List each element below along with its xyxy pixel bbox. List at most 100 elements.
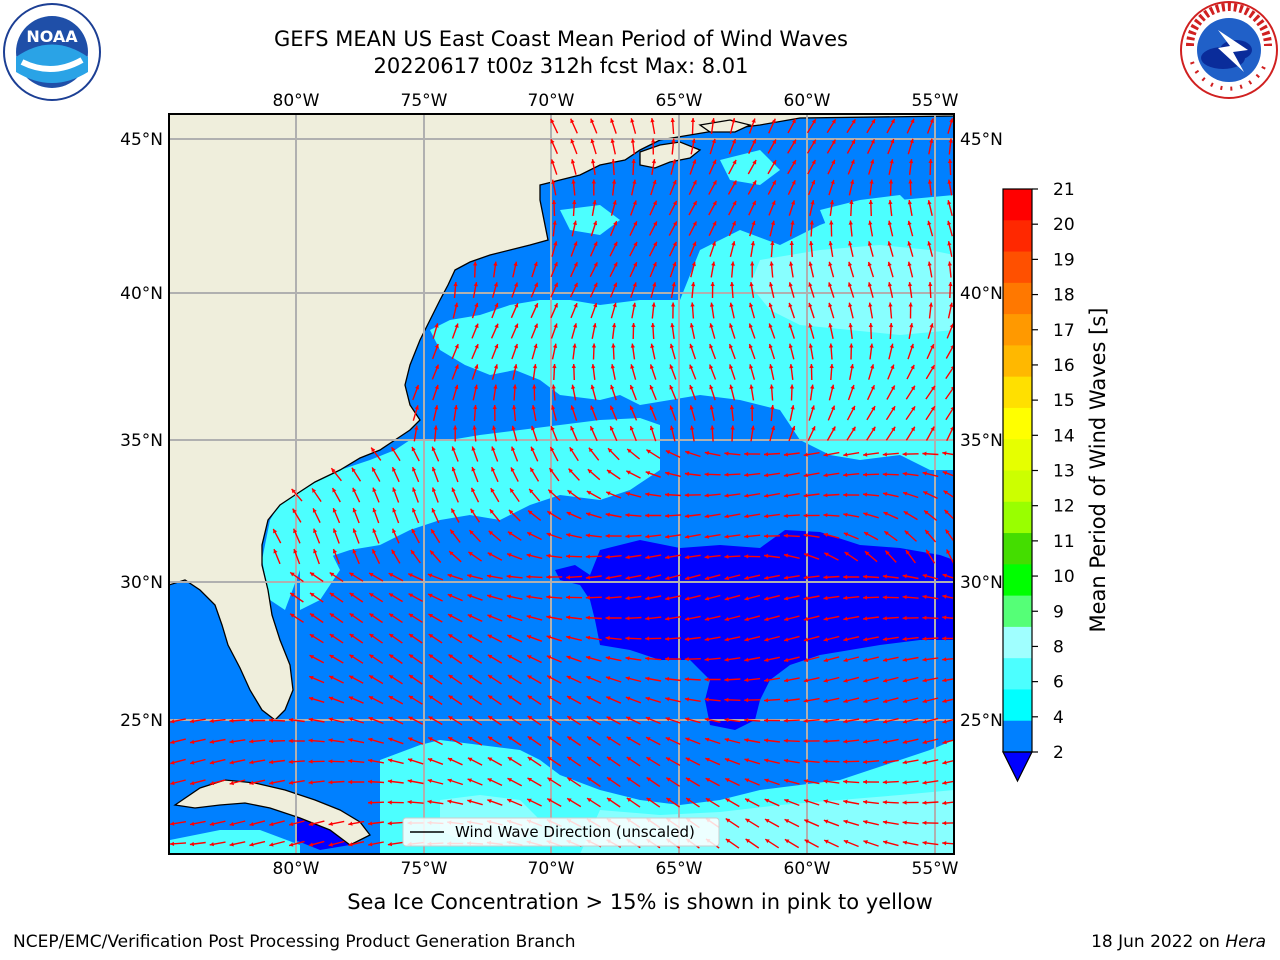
wave-arrow-head xyxy=(591,343,597,348)
wave-arrow-head xyxy=(851,119,856,124)
wave-arrow-head xyxy=(606,716,612,721)
wave-arrow-head xyxy=(704,677,709,682)
wave-arrow-head xyxy=(750,425,755,430)
wave-arrow-head xyxy=(412,467,417,472)
wave-arrow-head xyxy=(392,487,397,492)
wave-arrow-head xyxy=(586,491,592,495)
wave-arrow-head xyxy=(843,840,849,844)
wave-arrow-head xyxy=(269,822,274,827)
wave-arrow-head xyxy=(430,550,435,555)
wave-arrow-head xyxy=(229,842,234,847)
wave-arrow-head xyxy=(923,491,928,496)
wave-arrow-head xyxy=(606,736,612,741)
wave-arrow-head xyxy=(803,759,808,764)
wave-arrow-head xyxy=(868,323,873,327)
wave-arrow-head xyxy=(494,344,499,349)
wave-arrow-head xyxy=(491,467,496,472)
wave-arrow-head xyxy=(863,759,868,764)
wave-arrow-head xyxy=(784,799,789,803)
wave-arrow-head xyxy=(372,508,377,513)
wave-arrow-head xyxy=(631,159,636,164)
wave-arrow-head xyxy=(769,364,774,369)
wave-arrow-head xyxy=(471,487,476,493)
wave-arrow-head xyxy=(908,159,914,164)
wave-arrow-head xyxy=(803,473,808,478)
wave-arrow-head xyxy=(947,220,952,226)
wave-arrow-head xyxy=(902,820,907,825)
wave-arrow-head xyxy=(789,261,794,266)
wave-arrow-head xyxy=(552,220,557,225)
wave-arrow-head xyxy=(670,323,675,328)
wave-arrow-head xyxy=(823,819,829,824)
wave-arrow-head xyxy=(431,508,436,513)
wave-arrow-head xyxy=(626,716,631,721)
wave-arrow-head xyxy=(411,446,416,452)
wave-arrow-head xyxy=(387,779,393,784)
wave-arrow-head xyxy=(692,201,697,206)
wave-arrow-head xyxy=(850,385,855,390)
wave-arrow-head xyxy=(414,405,419,410)
wave-arrow-head xyxy=(867,282,872,287)
wave-arrow-head xyxy=(744,493,749,498)
wave-arrow-head xyxy=(388,758,393,763)
wave-arrow-head xyxy=(843,574,848,580)
wave-arrow-head xyxy=(744,778,750,783)
wave-arrow-head xyxy=(488,736,493,741)
wave-arrow-head xyxy=(771,425,776,431)
wave-arrow-head xyxy=(692,241,697,247)
wave-arrow-head xyxy=(372,467,376,472)
wave-arrow-head xyxy=(692,159,697,164)
wave-arrow-head xyxy=(724,534,729,539)
wave-arrow-head xyxy=(669,425,675,431)
wave-arrow-head xyxy=(368,717,373,721)
wave-arrow-head xyxy=(864,532,869,536)
wave-arrow-head xyxy=(902,678,908,683)
wave-arrow-head xyxy=(823,532,828,537)
wave-arrow-head xyxy=(942,678,947,683)
wave-arrow-head xyxy=(590,384,595,390)
wave-arrow-head xyxy=(863,719,868,724)
wave-arrow-head xyxy=(645,492,650,497)
wave-arrow-head xyxy=(744,575,749,580)
wave-arrow-head xyxy=(488,695,493,700)
wave-arrow-head xyxy=(368,779,373,784)
wave-arrow-head xyxy=(764,513,769,519)
wave-arrow-head xyxy=(506,574,511,579)
wave-arrow-head xyxy=(684,677,689,682)
wave-arrow-head xyxy=(412,487,417,492)
wave-arrow-head xyxy=(488,675,493,679)
wave-arrow-head xyxy=(871,119,876,124)
wave-arrow-head xyxy=(752,160,757,165)
wave-arrow-head xyxy=(863,452,868,457)
wave-arrow-head xyxy=(911,406,916,411)
wave-arrow-head xyxy=(946,549,951,554)
wave-arrow-head xyxy=(269,780,274,785)
wave-arrow-head xyxy=(312,508,317,513)
wave-arrow-head xyxy=(467,594,472,599)
wave-arrow-head xyxy=(630,118,635,123)
wave-arrow-head xyxy=(811,180,816,185)
wave-arrow-head xyxy=(533,261,538,267)
wave-arrow-head xyxy=(691,282,696,287)
wave-arrow-head xyxy=(942,451,947,456)
wave-arrow-head xyxy=(309,634,315,639)
wave-arrow-head xyxy=(828,282,833,287)
wave-arrow-head xyxy=(410,550,415,555)
wave-arrow-head xyxy=(512,384,517,389)
wave-arrow-head xyxy=(948,282,953,287)
wave-arrow-head xyxy=(349,675,354,680)
wave-arrow-head xyxy=(328,696,334,701)
wave-arrow-head xyxy=(883,840,888,845)
wave-arrow-head xyxy=(488,716,493,720)
wave-arrow-head xyxy=(434,364,439,369)
wave-arrow-head xyxy=(309,655,314,659)
wave-arrow-head xyxy=(630,138,636,143)
wave-arrow-head xyxy=(803,493,808,498)
wave-arrow-head xyxy=(388,716,393,721)
wave-arrow-head xyxy=(629,405,634,411)
wave-arrow-head xyxy=(568,468,573,473)
chart-subtitle: 20220617 t00z 312h fcst Max: 8.01 xyxy=(373,54,749,78)
wave-arrow-head xyxy=(804,839,810,844)
wave-arrow-head xyxy=(409,634,414,638)
wave-arrow-head xyxy=(611,323,617,328)
